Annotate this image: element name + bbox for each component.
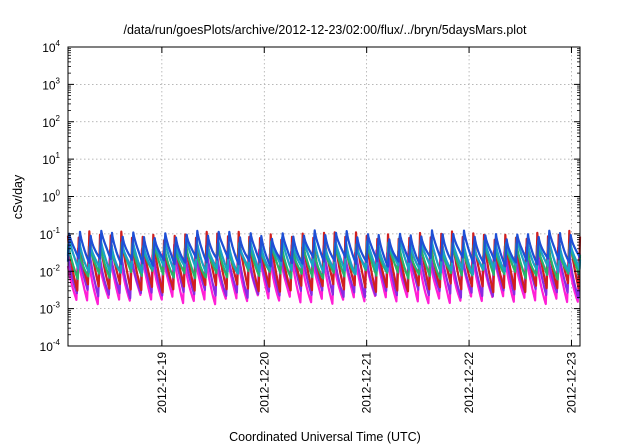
series-layer — [66, 229, 582, 306]
y-tick-exponent: 2 — [56, 114, 61, 123]
y-tick-base: 10 — [42, 153, 56, 167]
y-tick-exponent: 1 — [56, 151, 61, 160]
x-tick-label: 2012-12-19 — [155, 352, 169, 414]
y-tick-label: 10-1 — [40, 226, 61, 242]
y-tick-exponent: -3 — [53, 301, 61, 310]
y-tick-exponent: -1 — [53, 226, 61, 235]
y-tick-label: 104 — [42, 39, 60, 55]
x-tick-label: 2012-12-22 — [462, 352, 476, 414]
chart-title: /data/run/goesPlots/archive/2012-12-23/0… — [123, 23, 527, 37]
y-tick-label: 103 — [42, 76, 60, 92]
y-tick-base: 10 — [40, 228, 54, 242]
y-tick-label: 102 — [42, 114, 60, 130]
y-tick-base: 10 — [42, 116, 56, 130]
x-tick-label: 2012-12-23 — [564, 352, 578, 414]
x-axis-label: Coordinated Universal Time (UTC) — [229, 430, 421, 444]
x-tick-label: 2012-12-20 — [257, 352, 271, 414]
x-tick-label: 2012-12-21 — [360, 352, 374, 414]
y-tick-exponent: -2 — [53, 263, 61, 272]
x-tick-labels: 2012-12-19 2012-12-20 2012-12-21 2012-12-22… — [155, 352, 579, 414]
y-tick-label: 10-3 — [40, 301, 61, 317]
y-tick-exponent: 0 — [56, 189, 61, 198]
y-tick-base: 10 — [42, 78, 56, 92]
series-line — [66, 229, 582, 268]
y-tick-label: 100 — [42, 189, 60, 205]
y-tick-exponent: -4 — [53, 338, 61, 347]
y-tick-exponent: 4 — [56, 39, 61, 48]
y-tick-base: 10 — [42, 191, 56, 205]
y-tick-label: 10-4 — [40, 338, 61, 354]
y-tick-exponent: 3 — [56, 76, 61, 85]
y-tick-label: 101 — [42, 151, 60, 167]
y-axis-label: cSv/day — [11, 174, 25, 219]
y-tick-base: 10 — [40, 265, 54, 279]
y-tick-base: 10 — [42, 41, 56, 55]
y-tick-base: 10 — [40, 303, 54, 317]
y-tick-base: 10 — [40, 340, 54, 354]
axis-ticks — [68, 46, 580, 347]
y-tick-label: 10-2 — [40, 263, 61, 279]
